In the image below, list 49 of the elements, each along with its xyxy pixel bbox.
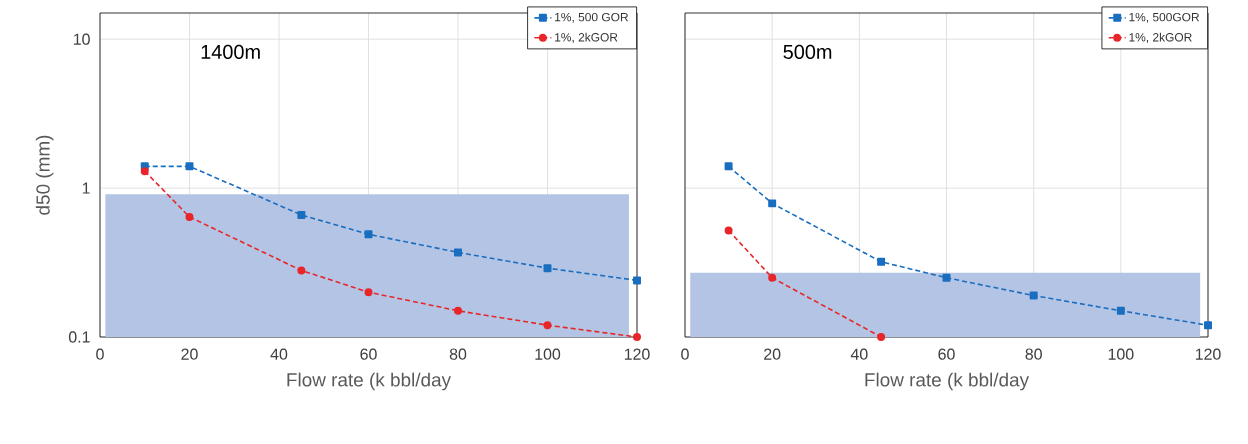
point — [1029, 291, 1038, 300]
point — [364, 230, 373, 239]
x-tick-label: 80 — [1025, 348, 1042, 360]
point — [1204, 321, 1212, 330]
point — [877, 257, 886, 266]
x-tick-label: 40 — [270, 348, 288, 360]
x-tick-label: 40 — [850, 348, 868, 360]
point — [454, 248, 462, 257]
point — [140, 167, 149, 176]
point — [633, 333, 641, 341]
x-tick-label: 100 — [535, 348, 561, 360]
x-axis-title: Flow rate (k bbl/day — [865, 372, 1030, 391]
x-tick-label: 0 — [681, 348, 689, 360]
point — [185, 162, 194, 171]
point — [768, 273, 777, 282]
point — [297, 266, 306, 275]
x-tick-label: 120 — [1195, 348, 1221, 360]
point — [942, 273, 951, 282]
y-tick-label: 1 — [82, 182, 90, 194]
point — [724, 162, 733, 171]
x-tick-label: 20 — [181, 348, 198, 360]
x-tick-label: 100 — [1108, 348, 1134, 360]
y-tick-label: 10 — [73, 33, 90, 45]
annotation: 1400m — [201, 44, 260, 59]
point — [364, 288, 373, 297]
point — [297, 211, 306, 219]
point — [768, 199, 777, 208]
y-axis-title: d50 (mm) — [35, 135, 54, 215]
x-tick-label: 0 — [96, 348, 104, 360]
point — [454, 306, 462, 315]
x-tick-label: 20 — [764, 348, 781, 360]
legend-label: 1%, 2kGOR — [555, 32, 618, 43]
x-tick-label: 80 — [449, 348, 467, 360]
legend-label: 1%, 2kGOR — [1129, 32, 1192, 43]
y-tick-label: 0.1 — [68, 331, 90, 343]
point — [1116, 306, 1125, 315]
x-tick-label: 120 — [624, 348, 650, 360]
legend-label: 1%, 500GOR — [1129, 12, 1200, 23]
x-tick-label: 60 — [938, 348, 955, 360]
x-axis-title: Flow rate (k bbl/day — [287, 372, 452, 391]
point — [185, 212, 194, 221]
point — [877, 333, 886, 341]
x-tick-label: 60 — [360, 348, 377, 360]
point — [543, 321, 552, 330]
point — [633, 276, 641, 285]
legend-label: 1%, 500 GOR — [555, 12, 629, 23]
point — [724, 226, 733, 235]
point — [543, 264, 552, 273]
annotation: 500m — [783, 44, 832, 59]
